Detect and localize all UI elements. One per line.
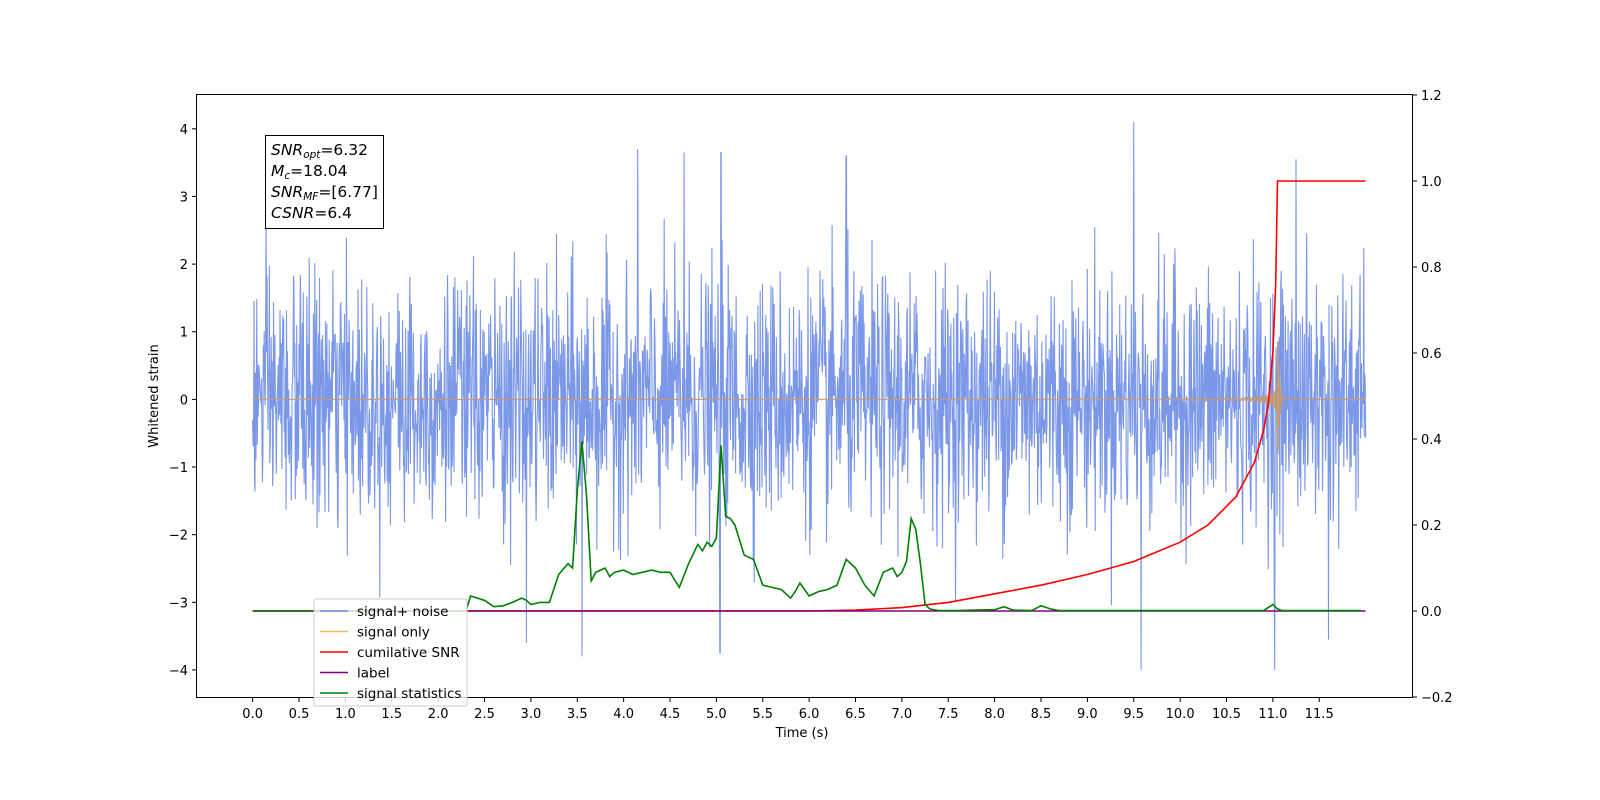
legend-label: signal only xyxy=(357,625,430,641)
stats-value: =6.32 xyxy=(320,141,368,159)
signal-noise-line xyxy=(252,122,1367,670)
y-tick-label: 0 xyxy=(180,393,188,408)
x-tick-label: 10.5 xyxy=(1212,707,1241,722)
y2-tick-label: 0.8 xyxy=(1421,261,1442,276)
y-axis-ticks: −4 −3 −2 −1 0 1 2 3 4 xyxy=(169,123,197,679)
x-tick-label: 4.0 xyxy=(613,707,634,722)
stats-symbol: SNR xyxy=(271,141,304,159)
y2-tick-label: 0.2 xyxy=(1421,519,1442,534)
y-tick-label: 1 xyxy=(180,326,188,341)
x-tick-label: 9.5 xyxy=(1123,707,1144,722)
x-tick-label: 11.5 xyxy=(1305,707,1334,722)
y-axis-label: Whitened strain xyxy=(147,344,162,447)
stats-subscript: MF xyxy=(303,191,319,203)
y-tick-label: −1 xyxy=(169,461,188,476)
y-tick-label: −3 xyxy=(169,596,188,611)
legend: signal+ noise signal only cumilative SNR la… xyxy=(313,598,468,707)
y2-tick-label: 0.4 xyxy=(1421,433,1442,448)
x-tick-label: 1.0 xyxy=(335,707,356,722)
x-tick-label: 7.5 xyxy=(938,707,959,722)
y-tick-label: −2 xyxy=(169,529,188,544)
stats-subscript: opt xyxy=(303,149,321,161)
stats-subscript: c xyxy=(284,170,291,182)
stats-line: Mc=18.04 xyxy=(271,161,378,182)
y2-tick-label: 1.2 xyxy=(1421,89,1442,104)
x-tick-label: 6.5 xyxy=(845,707,866,722)
y2-tick-label: 0.0 xyxy=(1421,605,1442,620)
y-tick-label: −4 xyxy=(169,664,188,679)
legend-box xyxy=(313,598,468,707)
x-tick-label: 5.0 xyxy=(706,707,727,722)
legend-label: signal statistics xyxy=(357,686,461,702)
x-tick-label: 10.0 xyxy=(1166,707,1195,722)
stats-line: SNRopt=6.32 xyxy=(271,140,378,161)
y2-tick-label: 0.6 xyxy=(1421,347,1442,362)
x-tick-label: 1.5 xyxy=(381,707,402,722)
y-tick-label: 3 xyxy=(180,190,188,205)
x-tick-label: 2.0 xyxy=(428,707,449,722)
x-tick-label: 7.0 xyxy=(892,707,913,722)
x-tick-label: 2.5 xyxy=(474,707,495,722)
stats-symbol: M xyxy=(271,162,285,180)
stats-annotation-box: SNRopt=6.32 Mc=18.04 SNRMF=[6.77] CSNR=6.4 xyxy=(265,135,384,229)
x-tick-label: 11.0 xyxy=(1258,707,1287,722)
stats-line: SNRMF=[6.77] xyxy=(271,182,378,203)
signal-statistics-line xyxy=(252,441,1361,612)
y2-tick-label: −0.2 xyxy=(1421,691,1453,706)
x-tick-label: 3.0 xyxy=(521,707,542,722)
legend-label: cumilative SNR xyxy=(357,645,460,661)
stats-symbol: SNR xyxy=(271,183,304,201)
legend-label: label xyxy=(357,666,390,682)
x-axis-label: Time (s) xyxy=(775,726,829,741)
x-tick-label: 0.0 xyxy=(242,707,263,722)
stats-value: =6.4 xyxy=(314,204,352,222)
x-tick-label: 5.5 xyxy=(752,707,773,722)
x-tick-label: 8.0 xyxy=(984,707,1005,722)
x-tick-label: 3.5 xyxy=(567,707,588,722)
legend-label: signal+ noise xyxy=(357,604,448,620)
x-tick-label: 9.0 xyxy=(1077,707,1098,722)
x-tick-label: 0.5 xyxy=(289,707,310,722)
y2-tick-label: 1.0 xyxy=(1421,175,1442,190)
stats-value: =18.04 xyxy=(290,162,348,180)
axes-frame xyxy=(196,94,1413,698)
x-axis-ticks: 0.0 0.5 1.0 1.5 2.0 2.5 3.0 3.5 4.0 4.5 5.0 5.5 6.0 6… xyxy=(242,697,1334,722)
stats-line: CSNR=6.4 xyxy=(271,203,378,224)
y-tick-label: 2 xyxy=(180,258,188,273)
cumulative-snr-line xyxy=(252,180,1366,612)
stats-symbol: CSNR xyxy=(271,204,315,222)
stats-value: =[6.77] xyxy=(318,183,378,201)
x-tick-label: 8.5 xyxy=(1031,707,1052,722)
x-tick-label: 4.5 xyxy=(660,707,681,722)
signal-only-line xyxy=(252,341,1366,455)
y-tick-label: 4 xyxy=(180,123,188,138)
x-tick-label: 6.0 xyxy=(799,707,820,722)
y2-axis-ticks: −0.2 0.0 0.2 0.4 0.6 0.8 1.0 1.2 xyxy=(1412,89,1453,706)
